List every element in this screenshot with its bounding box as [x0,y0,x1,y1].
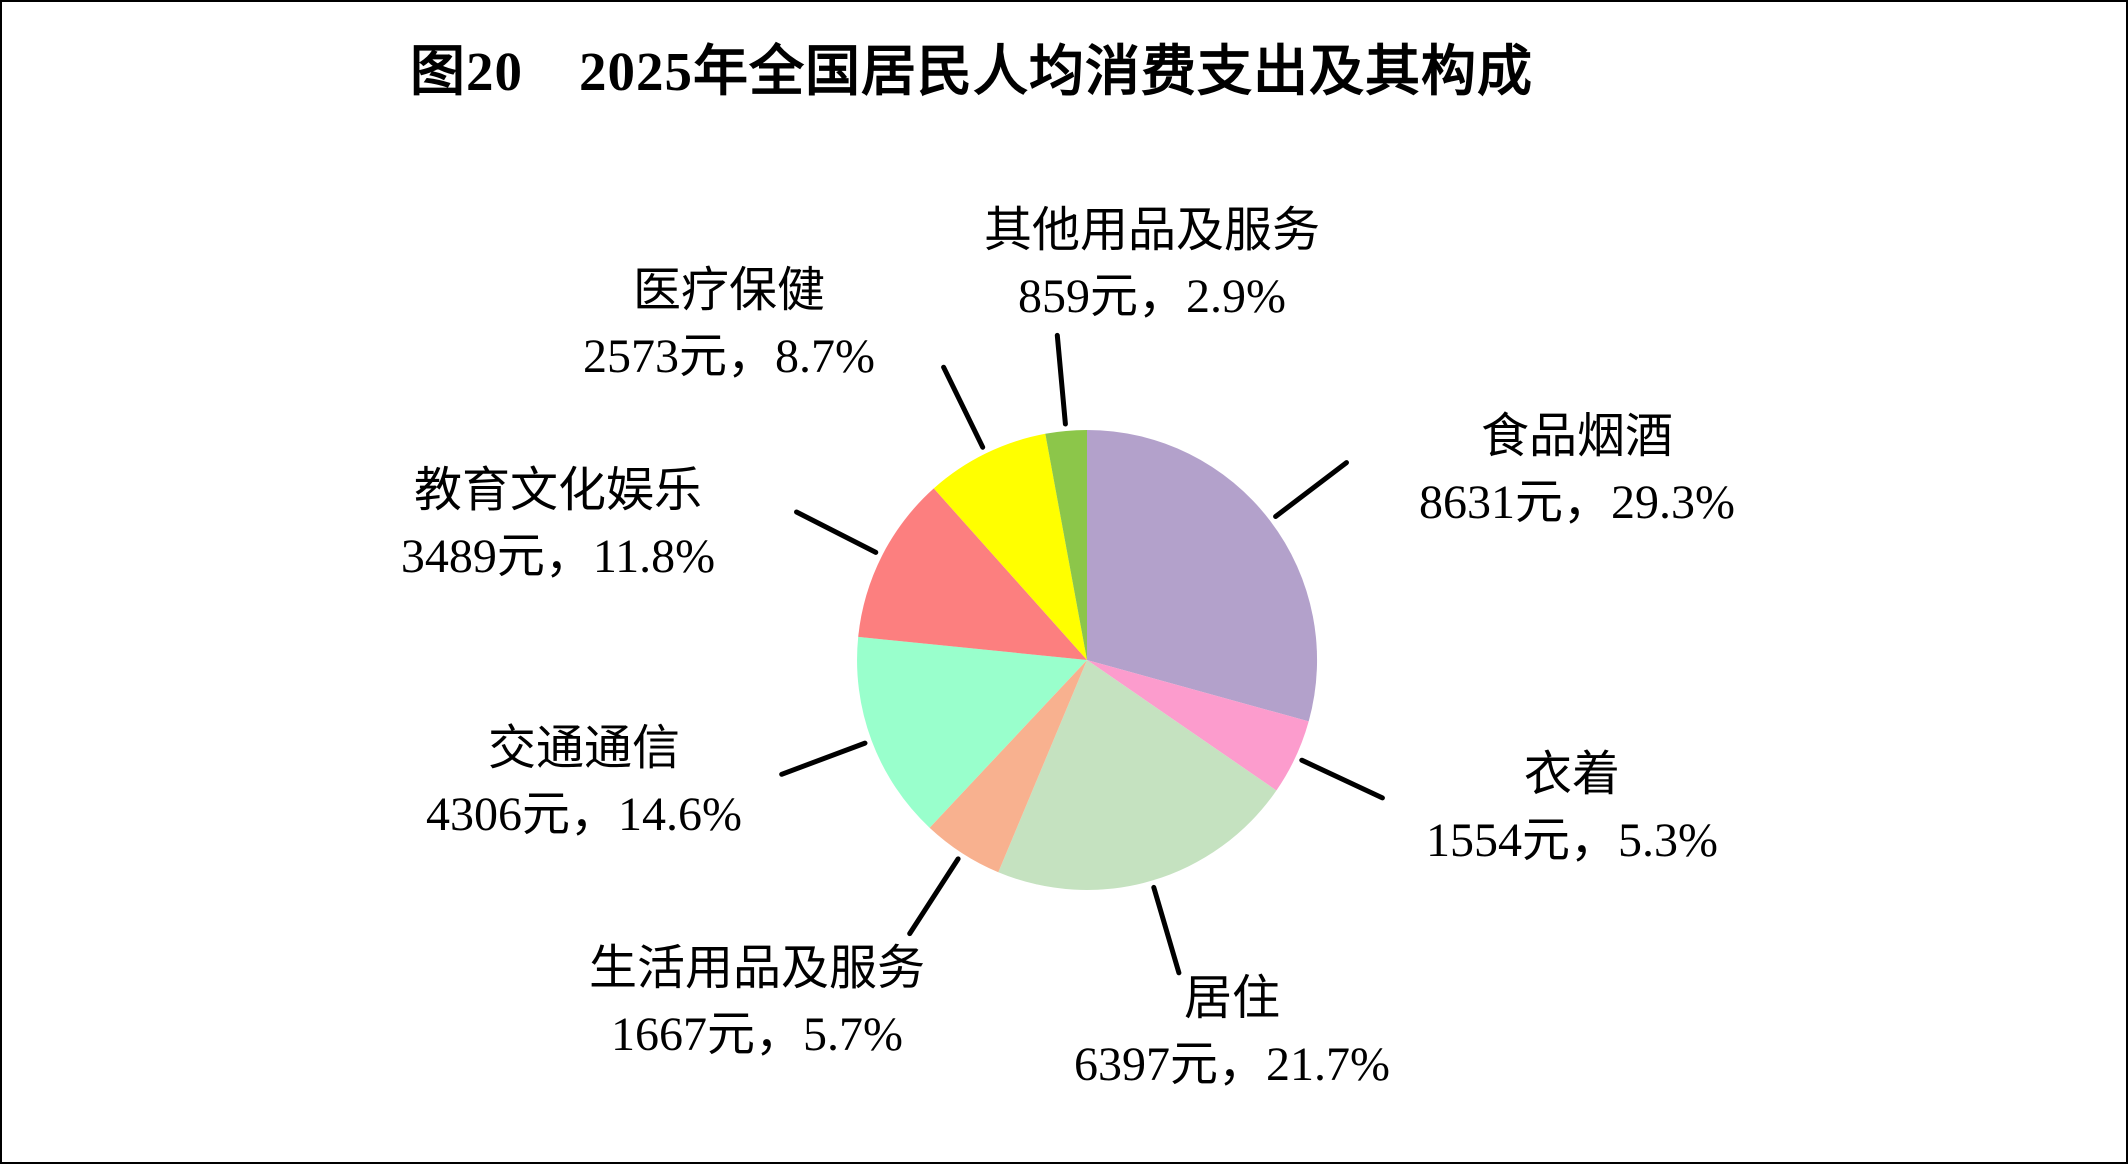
pie-slice-1 [1087,660,1309,791]
leader-line-1 [1299,757,1385,801]
pie-slice-3 [929,660,1087,873]
pie-slice-4 [857,636,1087,828]
leader-line-6 [941,364,986,450]
pie-slice-5 [858,488,1087,660]
leader-line-0 [1273,460,1349,519]
pie-slice-2 [998,660,1277,890]
chart-title: 图20 2025年全国居民人均消费支出及其构成 [410,41,1534,102]
leader-line-4 [779,740,868,777]
pie-slice-7 [1045,430,1087,660]
pie-slice-6 [933,433,1087,660]
leader-line-3 [907,856,961,937]
leader-line-7 [1054,332,1068,427]
pie-slice-0 [1087,429,1318,722]
leader-line-2 [1151,884,1182,976]
leader-line-5 [794,509,879,555]
